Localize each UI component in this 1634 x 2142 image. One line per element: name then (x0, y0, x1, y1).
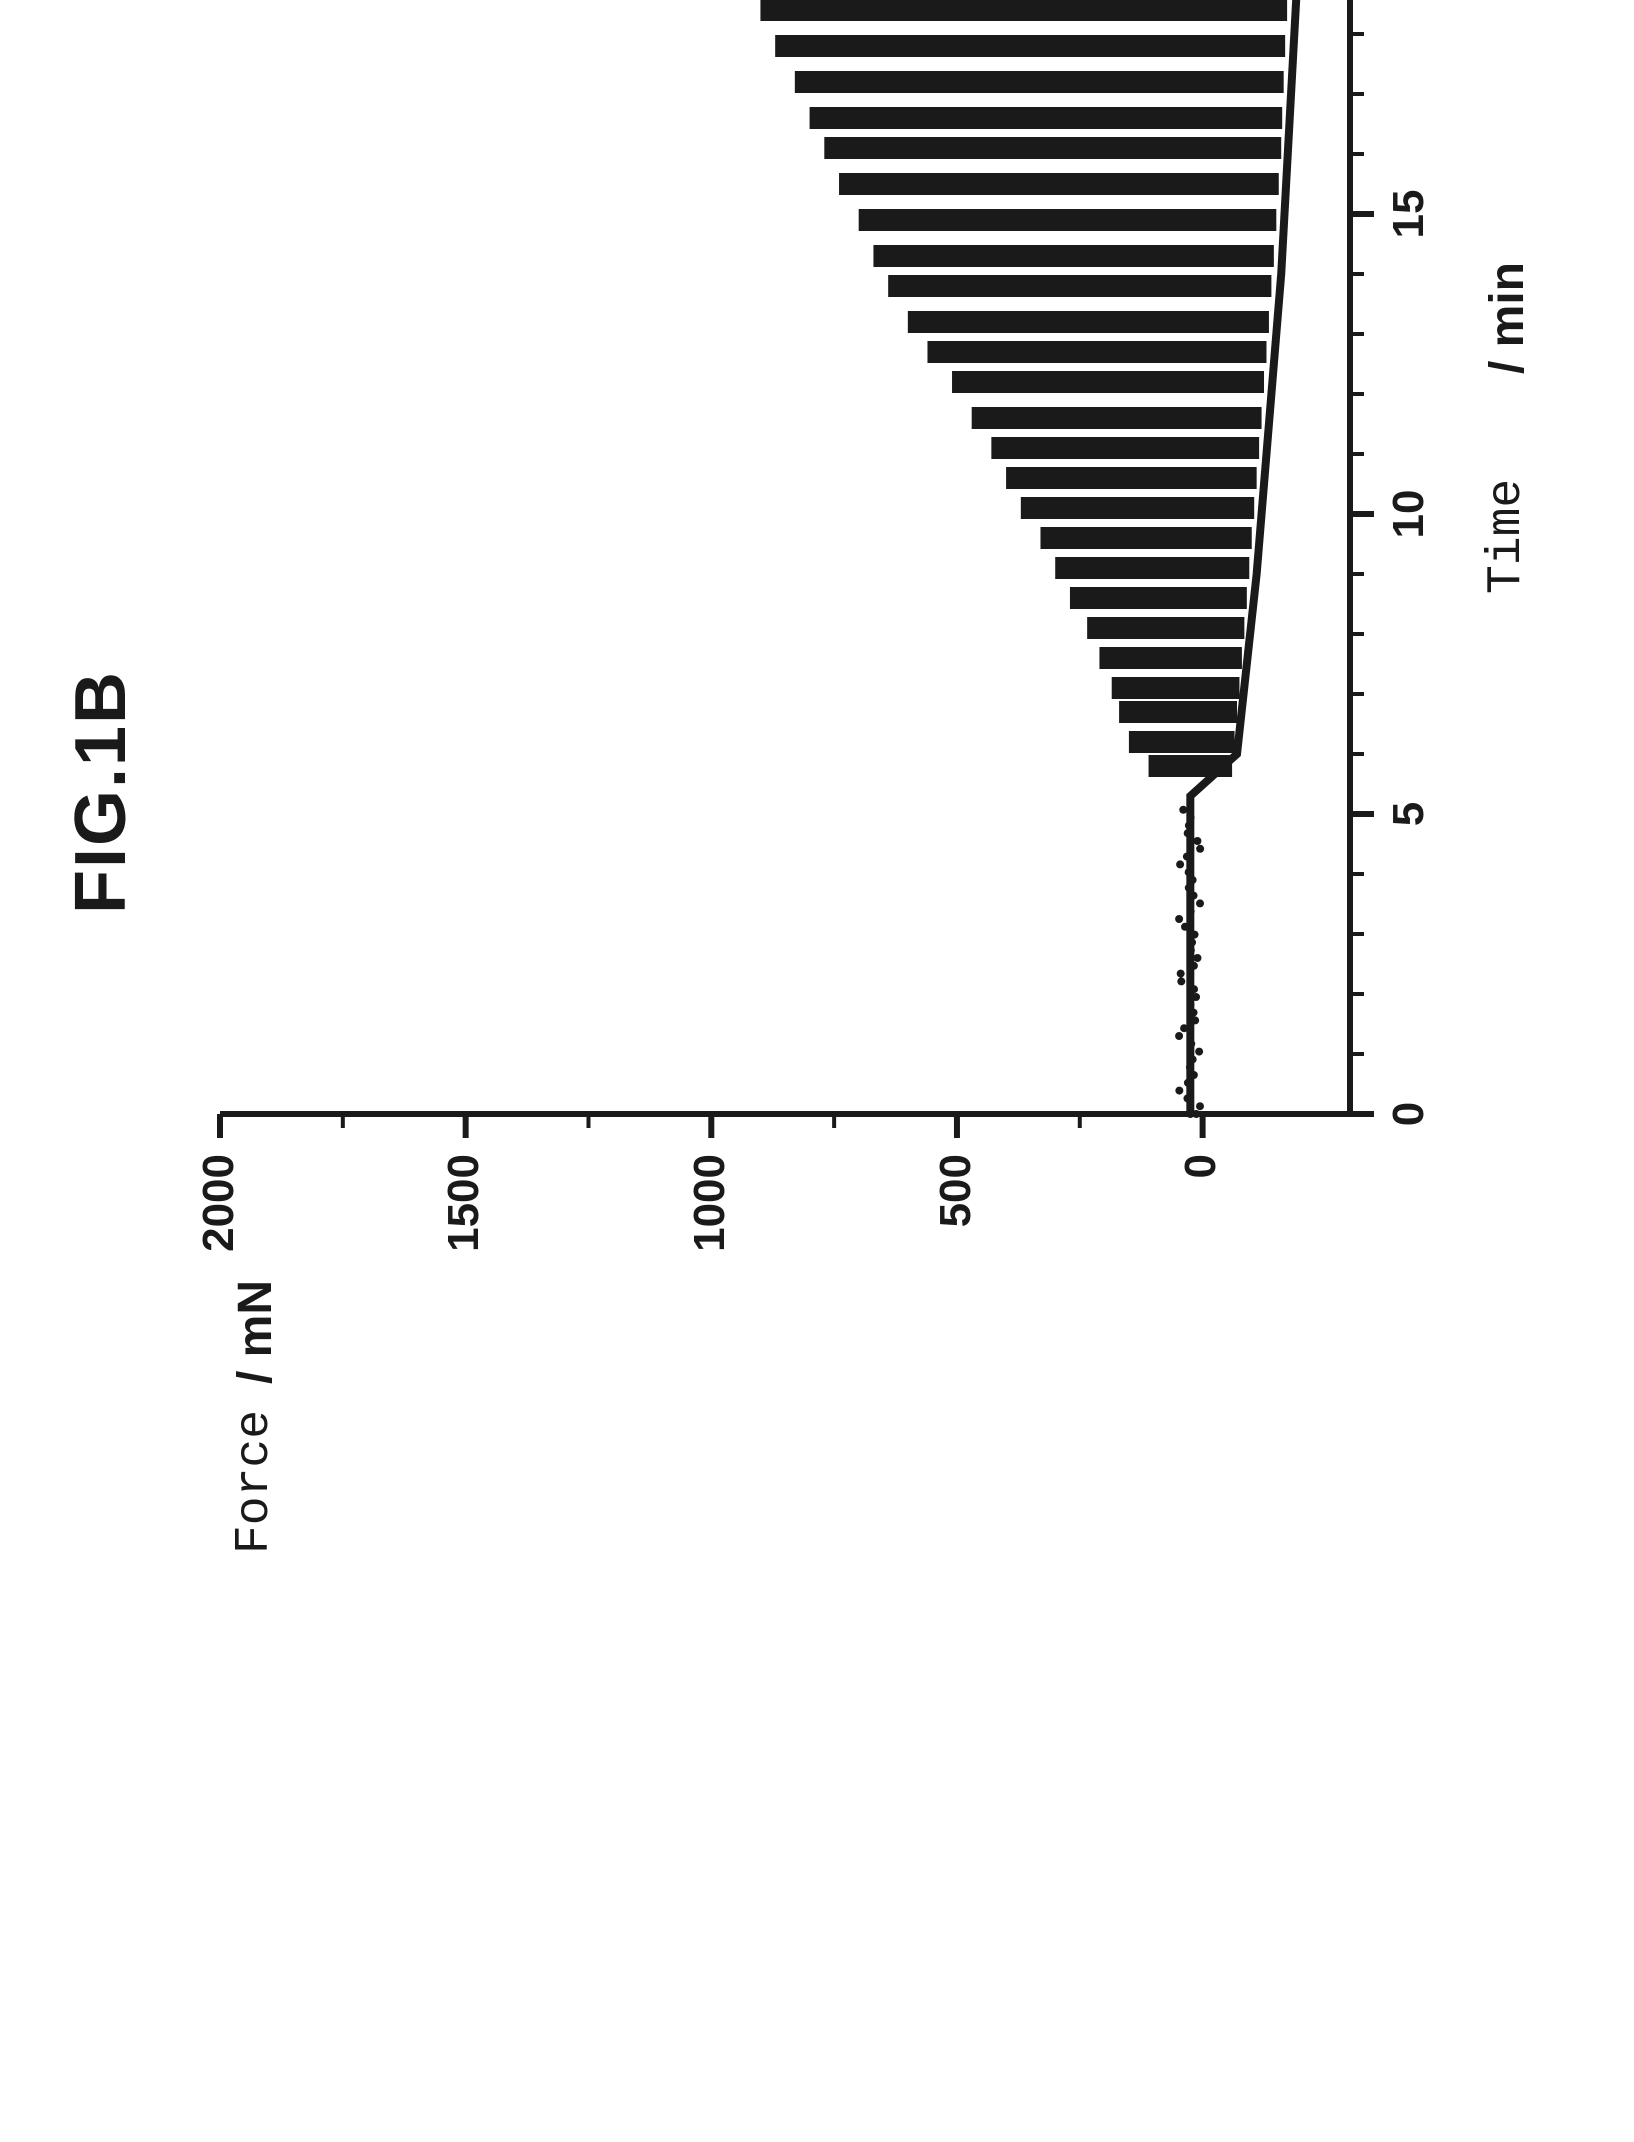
x-tick-label: 10 (1384, 474, 1434, 554)
x-tick-label: 0 (1384, 1074, 1434, 1154)
y-tick-label: 1000 (685, 1154, 735, 1274)
x-tick-label: 15 (1384, 174, 1434, 254)
figure-page: FIG.1B Force / mN Time / min 05001000150… (0, 0, 1634, 1634)
x-tick-label: 5 (1384, 774, 1434, 854)
y-tick-label: 500 (931, 1154, 981, 1274)
y-tick-label: 2000 (194, 1154, 244, 1274)
y-tick-label: 1500 (439, 1154, 489, 1274)
y-tick-label: 0 (1176, 1154, 1226, 1274)
